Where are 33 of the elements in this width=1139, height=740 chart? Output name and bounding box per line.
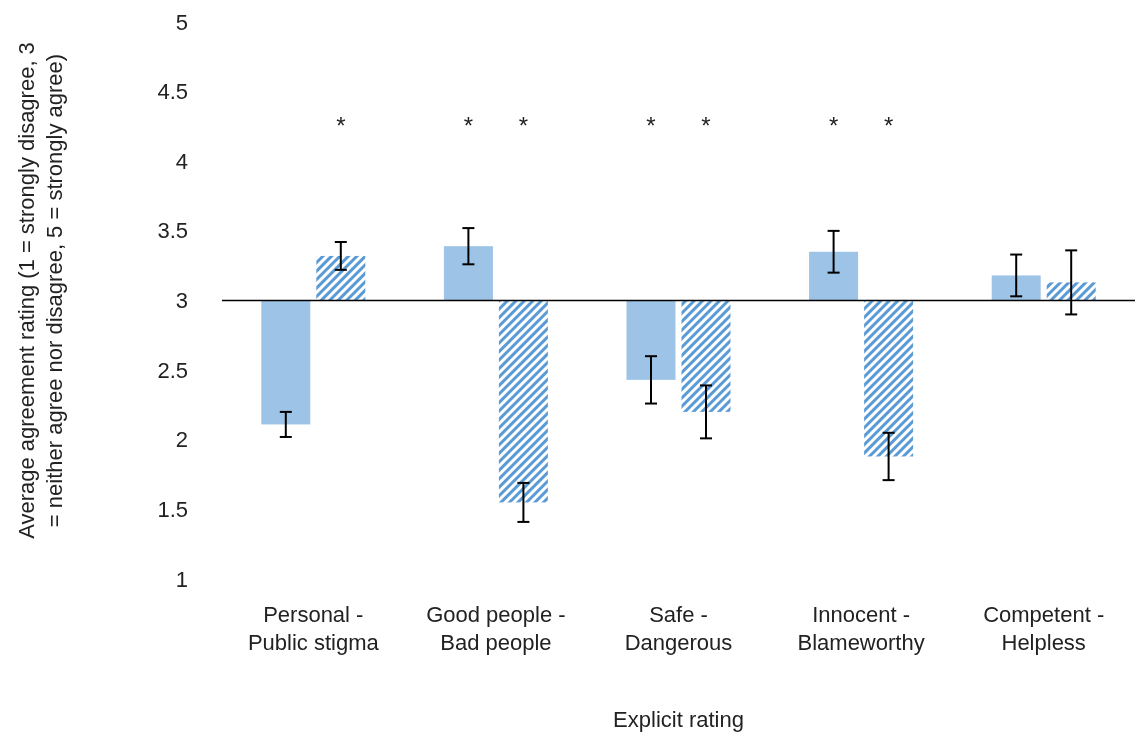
y-tick-label: 4	[175, 148, 188, 174]
y-tick-label: 3.5	[157, 218, 188, 244]
y-tick-label: 2	[175, 427, 188, 453]
bar	[991, 275, 1041, 301]
bar	[443, 246, 493, 301]
y-tick-label: 1.5	[157, 496, 188, 522]
annotation: *	[463, 112, 474, 139]
y-tick-label: 5	[175, 9, 188, 35]
annotation: *	[518, 112, 529, 139]
annotation: *	[646, 112, 656, 139]
x-tick-label: Safe - Dangerous	[624, 602, 733, 655]
annotation: *	[336, 112, 346, 139]
bar	[261, 300, 311, 425]
y-tick-label: 4.5	[157, 79, 188, 105]
y-tick-label: 2.5	[157, 357, 188, 383]
bar	[864, 300, 914, 457]
bar	[626, 300, 676, 380]
annotation: *	[701, 112, 711, 139]
x-tick-label: Personal - Public stigma	[247, 602, 380, 655]
x-tick-label: Good people - Bad people	[426, 602, 566, 655]
bar	[316, 255, 366, 301]
bar	[681, 300, 731, 412]
y-tick-label: 3	[175, 288, 188, 314]
bar	[809, 251, 859, 301]
bar	[498, 300, 548, 503]
y-axis-title: Average agreement rating (1 = strongly disagree, 3 = neither agree nor disagree, 5 = strongly agree)	[14, 42, 67, 539]
y-tick-label: 1	[175, 566, 188, 592]
x-tick-label: Competent - Helpless	[983, 602, 1105, 655]
x-axis-title: Explicit rating	[613, 707, 744, 732]
bar	[1046, 282, 1096, 301]
annotation: *	[828, 112, 839, 139]
annotation: *	[883, 112, 894, 139]
x-tick-label: Innocent - Blameworthy	[797, 602, 925, 655]
